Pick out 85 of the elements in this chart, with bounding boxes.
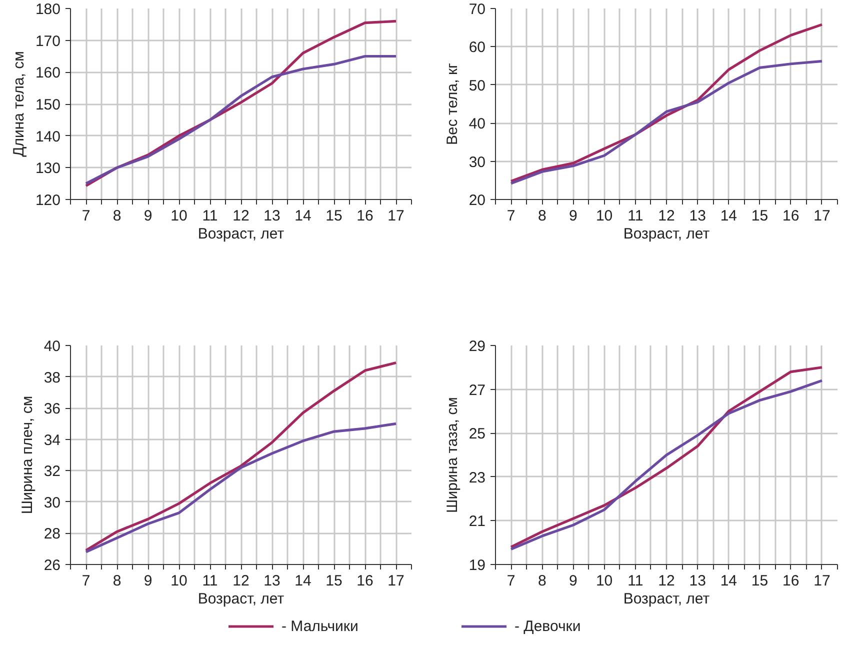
y-tick-label: 40 (44, 338, 61, 355)
y-tick-label: 20 (468, 192, 486, 209)
y-tick-label: 23 (468, 469, 486, 486)
x-tick-label: 9 (569, 572, 578, 590)
x-tick-label: 14 (294, 208, 312, 224)
x-tick-label: 13 (264, 572, 280, 590)
x-tick-label: 10 (170, 208, 188, 224)
x-axis-title: Возраст, лет (198, 590, 284, 608)
x-tick-label: 15 (326, 208, 342, 224)
x-tick-label: 16 (782, 208, 800, 224)
x-tick-label: 8 (112, 572, 122, 590)
y-tick-label: 36 (44, 400, 61, 418)
y-tick-label: 25 (468, 426, 486, 443)
x-tick-label: 9 (144, 572, 152, 590)
x-tick-label: 13 (689, 572, 706, 590)
y-tick-label: 60 (468, 39, 486, 56)
x-tick-label: 15 (326, 572, 342, 590)
x-tick-label: 10 (596, 572, 613, 590)
x-tick-label: 14 (720, 572, 738, 590)
x-tick-label: 17 (388, 572, 404, 590)
x-tick-label: 11 (202, 208, 218, 224)
x-tick-label: 7 (506, 572, 516, 590)
y-tick-label: 29 (468, 338, 486, 355)
x-tick-label: 16 (782, 572, 800, 590)
x-tick-label: 17 (814, 208, 830, 224)
x-tick-label: 10 (170, 572, 188, 590)
x-axis-title: Возраст, лет (198, 226, 284, 242)
x-tick-label: 13 (689, 208, 706, 224)
y-tick-label: 34 (44, 432, 61, 449)
x-tick-label: 8 (538, 208, 546, 224)
y-tick-label: 140 (35, 128, 61, 146)
y-tick-label: 50 (468, 77, 486, 94)
x-tick-label: 17 (388, 208, 404, 224)
y-tick-label: 26 (44, 557, 61, 574)
legend-label: - Мальчики (282, 618, 358, 635)
x-tick-label: 11 (628, 572, 644, 590)
y-axis-title: Длина тела, см (10, 51, 28, 157)
y-tick-label: 40 (468, 116, 486, 133)
line-series (510, 60, 824, 185)
x-tick-label: 15 (751, 572, 768, 590)
x-tick-label: 16 (356, 208, 374, 224)
y-axis-title: Ширина плеч, см (18, 396, 36, 514)
y-axis-title: Ширина таза, см (444, 397, 461, 513)
x-tick-label: 13 (264, 208, 280, 224)
y-tick-label: 120 (35, 192, 61, 209)
y-tick-label: 130 (35, 160, 61, 178)
line-series (84, 361, 398, 552)
y-tick-label: 21 (468, 513, 486, 530)
y-tick-label: 70 (468, 1, 486, 18)
x-tick-label: 12 (232, 208, 250, 224)
x-tick-label: 15 (751, 208, 768, 224)
x-tick-label: 7 (82, 208, 90, 224)
x-tick-label: 12 (658, 572, 675, 590)
x-tick-label: 11 (202, 572, 218, 590)
x-tick-label: 8 (538, 572, 546, 590)
x-axis-title: Возраст, лет (623, 226, 710, 242)
x-tick-label: 8 (112, 208, 122, 224)
legend-label: - Девочки (514, 618, 581, 635)
x-tick-label: 14 (294, 572, 312, 590)
x-axis-title: Возраст, лет (623, 590, 710, 608)
x-tick-label: 14 (720, 208, 738, 224)
x-tick-label: 9 (569, 208, 578, 224)
x-tick-label: 12 (232, 572, 250, 590)
y-tick-label: 150 (35, 96, 61, 114)
y-tick-label: 160 (35, 64, 61, 82)
x-tick-label: 9 (144, 208, 152, 224)
y-tick-label: 30 (468, 154, 486, 171)
x-tick-label: 12 (658, 208, 675, 224)
y-tick-label: 38 (44, 369, 61, 386)
y-tick-label: 170 (35, 32, 61, 50)
x-tick-label: 11 (628, 208, 644, 224)
x-tick-label: 16 (356, 572, 374, 590)
y-tick-label: 180 (35, 1, 61, 18)
y-axis-title: Вес тела, кг (444, 62, 461, 146)
y-tick-label: 30 (44, 494, 61, 512)
x-tick-label: 17 (814, 572, 830, 590)
y-tick-label: 19 (468, 557, 486, 574)
x-tick-label: 10 (596, 208, 613, 224)
x-tick-label: 7 (82, 572, 90, 590)
x-tick-label: 7 (506, 208, 516, 224)
y-tick-label: 27 (468, 382, 486, 399)
y-tick-label: 32 (44, 463, 61, 480)
line-series (84, 422, 398, 554)
y-tick-label: 28 (44, 526, 61, 543)
line-series (84, 54, 398, 185)
